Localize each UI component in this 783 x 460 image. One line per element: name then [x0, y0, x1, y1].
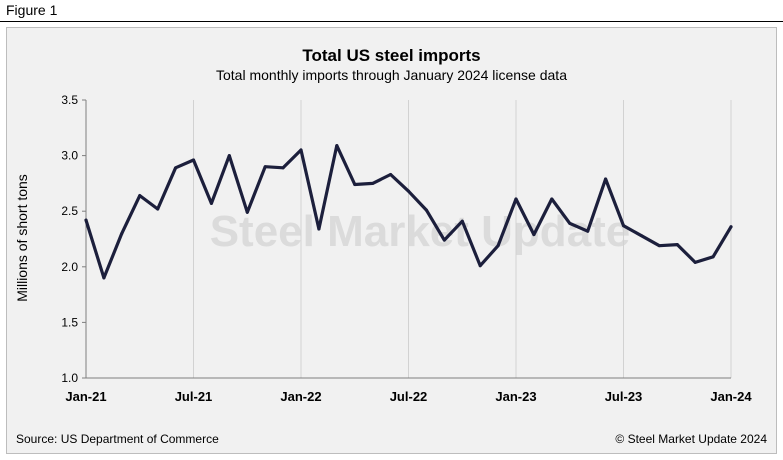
data-point [711, 255, 715, 259]
gridlines [85, 100, 732, 378]
data-point [84, 218, 88, 222]
data-point [604, 177, 608, 181]
data-point [156, 207, 160, 211]
data-point [693, 260, 697, 264]
data-point [389, 173, 393, 177]
data-point [657, 244, 661, 248]
data-point [102, 276, 106, 280]
data-point [299, 148, 303, 152]
y-tick-label: 2.5 [61, 204, 78, 218]
data-point [192, 158, 195, 162]
data-point [514, 197, 518, 201]
figure-label: Figure 1 [6, 2, 58, 18]
data-point [460, 219, 464, 223]
data-point [729, 225, 733, 229]
data-point [496, 244, 500, 248]
figure-rule [0, 21, 783, 22]
data-point [371, 181, 375, 185]
data-point [227, 154, 231, 158]
y-axis-label: Millions of short tons [14, 174, 30, 302]
data-point [442, 238, 446, 242]
watermark-text: Steel Market Update [210, 207, 631, 256]
data-point [639, 234, 643, 238]
x-tick-label: Jan-22 [280, 389, 321, 404]
x-tick-label: Jul-22 [390, 389, 428, 404]
copyright-note: © Steel Market Update 2024 [615, 432, 767, 446]
x-tick-label: Jan-24 [710, 389, 752, 404]
data-point [586, 229, 590, 233]
data-point [568, 221, 572, 225]
y-tick-label: 1.5 [61, 315, 78, 329]
x-axis-ticks: Jan-21 Jul-21 Jan-22 Jul-22 Jan-23 Jul-23 Jan-… [65, 389, 752, 404]
chart-title: Total US steel imports [302, 46, 481, 65]
data-point [335, 144, 339, 148]
chart-subtitle: Total monthly imports through January 20… [216, 67, 567, 83]
data-point [138, 194, 142, 198]
data-point [263, 165, 267, 169]
data-point [424, 208, 428, 212]
data-point [245, 210, 249, 214]
series-group [84, 144, 733, 280]
data-point [675, 243, 679, 247]
data-point [209, 201, 213, 205]
data-point [174, 166, 178, 170]
data-point [353, 183, 357, 187]
data-point [622, 224, 625, 228]
data-point [532, 233, 536, 237]
data-point [550, 197, 554, 201]
x-tick-label: Jan-21 [65, 389, 106, 404]
source-note: Source: US Department of Commerce [16, 432, 219, 446]
data-point [281, 166, 285, 170]
x-tick-label: Jul-21 [175, 389, 213, 404]
data-point [120, 231, 124, 235]
y-tick-label: 3.0 [61, 149, 78, 163]
x-tick-label: Jan-23 [495, 389, 536, 404]
data-point [407, 189, 410, 193]
y-tick-label: 3.5 [61, 93, 78, 107]
axes [85, 100, 731, 379]
data-point [317, 227, 321, 231]
y-tick-label: 2.0 [61, 260, 78, 274]
y-tick-label: 1.0 [61, 371, 78, 385]
y-axis-ticks: 1.0 1.5 2.0 2.5 3.0 3.5 [61, 93, 86, 385]
data-point [478, 264, 482, 268]
x-tick-label: Jul-23 [605, 389, 643, 404]
